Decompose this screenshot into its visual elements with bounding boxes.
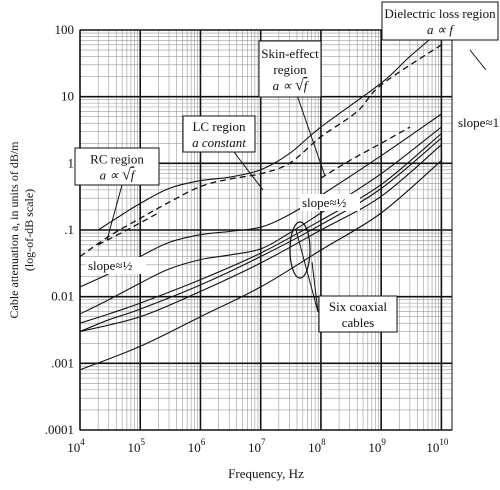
x-axis-label: Frequency, Hz: [228, 466, 304, 481]
series-line-5: [79, 133, 442, 324]
y-axis-label: Cable attenuation a, in units of dB/m: [7, 141, 21, 319]
annotation-text-rc-region: a ∝ √f: [100, 167, 137, 184]
leader-layer: [106, 49, 487, 313]
x-tick-exponent: 8: [321, 437, 326, 447]
callout-leader: [106, 184, 123, 241]
x-tick-labels: 104 105 106 107 108 109 1010: [67, 437, 449, 455]
x-tick-exponent: 10: [439, 437, 449, 447]
x-tick-label: 105: [127, 437, 145, 455]
callout-leader: [311, 261, 319, 313]
annotation-math: a ∝: [273, 78, 295, 93]
callout-leader: [295, 91, 326, 177]
annotation-box-dielectric: [381, 1, 499, 41]
annotation-box-lc-region: [182, 115, 256, 153]
cable-group-ellipse: [289, 221, 311, 279]
x-tick-exponent: 5: [140, 437, 145, 447]
y-tick-label: 0.01: [51, 289, 74, 304]
callout-leader: [233, 151, 264, 191]
annotation-box-six-coaxial: [318, 295, 398, 333]
slope-label-bg: [86, 257, 146, 274]
annotation-text-skin-effect: Skin-effect: [261, 46, 319, 61]
x-tick-label: 108: [308, 437, 326, 455]
series-line-8: [79, 160, 442, 371]
x-tick-label: 109: [368, 437, 386, 455]
callout-leader: [469, 49, 487, 71]
y-tick-label: 10: [61, 89, 74, 104]
series-line-9: [320, 126, 411, 179]
annotation-text-skin-effect: a ∝ √f: [273, 77, 310, 94]
annotation-math: a ∝: [100, 168, 122, 183]
y-tick-label: .0001: [45, 422, 74, 437]
y-tick-label: .001: [51, 355, 74, 370]
series-line-1: [79, 44, 442, 258]
x-tick-label: 104: [67, 437, 85, 455]
x-tick-exponent: 9: [381, 437, 386, 447]
y-tick-label: 1: [68, 155, 75, 170]
y-axis-sublabel: (log-of-dB scale): [22, 189, 36, 271]
series-line-6: [79, 137, 442, 333]
annotation-text-dielectric: a ∝ f: [427, 22, 455, 37]
slope-label-bg: [456, 114, 500, 131]
sqrt-icon: √: [122, 167, 131, 184]
annotation-text-dielectric: Dielectric loss region: [384, 6, 496, 21]
annotation-text-six-coaxial: cables: [342, 315, 374, 330]
x-tick-label: 106: [188, 437, 206, 455]
slope-label: slope≈½: [302, 195, 347, 210]
y-tick-labels: 100 10 1 .1 0.01 .001 .0001: [45, 22, 74, 437]
annotation-box-rc-region: [74, 147, 160, 186]
x-tick-exponent: 7: [261, 437, 266, 447]
annotation-box-skin-effect: [258, 40, 322, 98]
annotation-math: f: [131, 168, 137, 183]
series-line-2: [97, 19, 453, 231]
x-tick-exponent: 6: [201, 437, 206, 447]
annotation-text-lc-region: LC region: [192, 119, 246, 134]
series-line-10: [97, 212, 159, 246]
x-tick-label: 107: [248, 437, 266, 455]
series-line-7: [79, 144, 442, 333]
sqrt-icon: √: [295, 77, 304, 94]
slope-label-bg: [300, 194, 360, 211]
annotation-text-six-coaxial: Six coaxial: [329, 299, 388, 314]
slope-labels: slope≈1 slope≈½ slope≈½: [86, 114, 500, 274]
slope-label: slope≈½: [88, 258, 133, 273]
slope-label: slope≈1: [458, 115, 499, 130]
plot-frame: [79, 29, 453, 431]
x-tick-exponent: 4: [80, 437, 85, 447]
y-tick-label: .1: [64, 222, 74, 237]
x-tick-label: 1010: [426, 437, 449, 455]
annotation-text-skin-effect: region: [273, 62, 307, 77]
annotation-text-lc-region: a constant: [192, 135, 246, 150]
annotation-math: f: [304, 78, 310, 93]
y-tick-label: 100: [55, 22, 75, 37]
annotation-text-rc-region: RC region: [90, 152, 144, 167]
series-layer: [79, 19, 453, 371]
